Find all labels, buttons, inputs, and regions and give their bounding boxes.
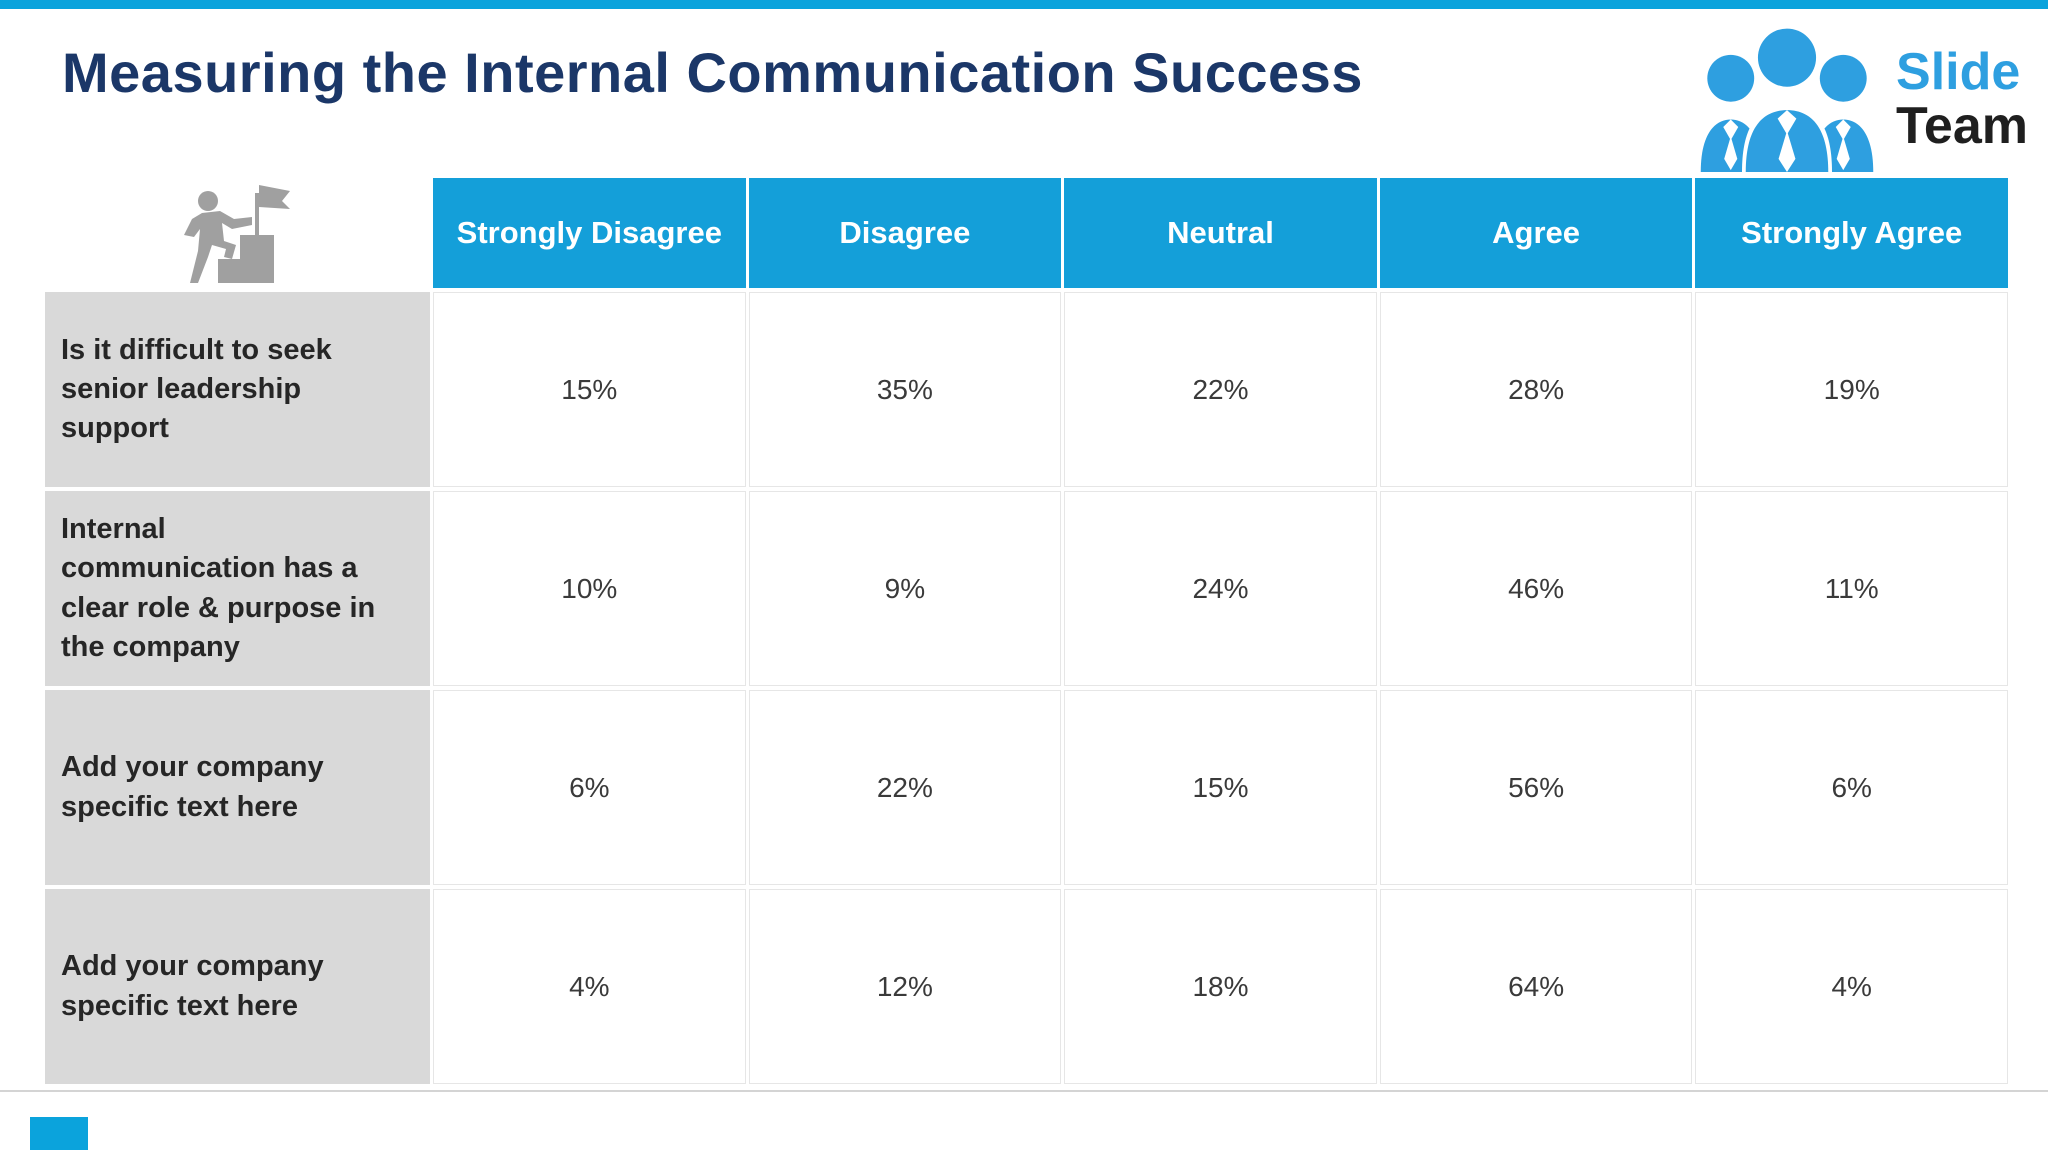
top-accent-bar [0, 0, 2048, 9]
table-cell: 18% [1064, 889, 1377, 1084]
column-header-disagree: Disagree [748, 178, 1062, 288]
logo-word-slide: Slide [1896, 43, 2021, 102]
survey-table: Strongly Disagree Disagree Neutral Agree… [45, 178, 2008, 1084]
column-header-strongly-agree: Strongly Agree [1695, 178, 2008, 288]
table-cell: 15% [1064, 690, 1377, 885]
climber-with-flag-icon [178, 179, 298, 288]
bottom-accent-square [30, 1117, 88, 1150]
table-corner-cell [45, 178, 430, 288]
row-label: Internal communication has a clear role … [45, 491, 430, 686]
table-cell: 28% [1379, 292, 1693, 487]
logo-word-team: Team [1896, 96, 2028, 155]
table-cell: 46% [1379, 491, 1693, 686]
row-label: Add your company specific text here [45, 889, 430, 1084]
table-cell: 19% [1695, 292, 2008, 487]
table-cell: 6% [433, 690, 746, 885]
slideteam-logo: Slide Team [1692, 22, 2028, 177]
column-header-agree: Agree [1379, 178, 1693, 288]
column-header-strongly-disagree: Strongly Disagree [433, 178, 746, 288]
table-cell: 56% [1379, 690, 1693, 885]
table-cell: 4% [433, 889, 746, 1084]
logo-wordmark: Slide Team [1896, 46, 2028, 152]
table-cell: 35% [748, 292, 1062, 487]
row-label: Add your company specific text here [45, 690, 430, 885]
table-cell: 9% [748, 491, 1062, 686]
table-cell: 22% [748, 690, 1062, 885]
table-cell: 15% [433, 292, 746, 487]
page-title: Measuring the Internal Communication Suc… [62, 41, 1363, 104]
table-cell: 10% [433, 491, 746, 686]
people-group-icon [1692, 22, 1882, 177]
row-label: Is it difficult to seek senior leadershi… [45, 292, 430, 487]
table-cell: 24% [1064, 491, 1377, 686]
table-cell: 22% [1064, 292, 1377, 487]
bottom-divider [0, 1090, 2048, 1092]
table-cell: 64% [1379, 889, 1693, 1084]
table-cell: 12% [748, 889, 1062, 1084]
table-cell: 4% [1695, 889, 2008, 1084]
table-cell: 6% [1695, 690, 2008, 885]
table-cell: 11% [1695, 491, 2008, 686]
column-header-neutral: Neutral [1064, 178, 1377, 288]
